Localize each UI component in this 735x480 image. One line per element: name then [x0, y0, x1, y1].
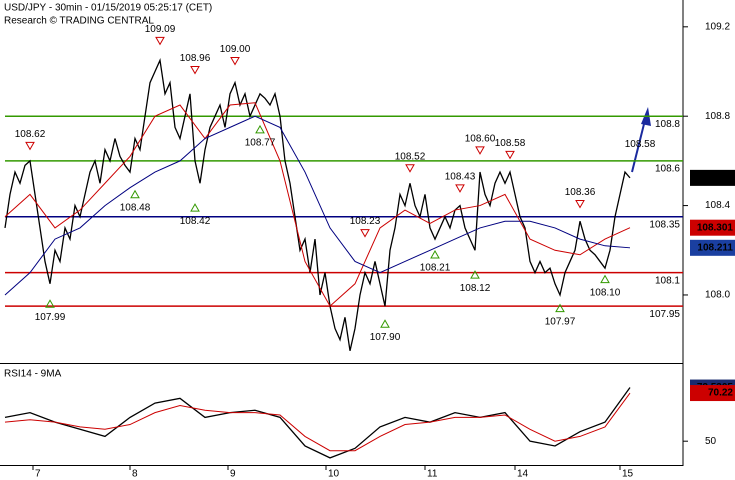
chart-subtitle: Research © TRADING CENTRAL — [4, 16, 154, 27]
high-marker — [455, 184, 465, 193]
high-label: 108.52 — [395, 151, 426, 162]
high-marker — [25, 141, 35, 151]
series-line — [4, 387, 631, 459]
series-line — [4, 392, 631, 452]
high-marker — [575, 200, 585, 209]
series-line — [4, 102, 631, 307]
last-value-label: 70.22 — [708, 388, 733, 399]
low-label: 108.42 — [180, 216, 211, 227]
high-label: 109.00 — [220, 44, 251, 55]
low-marker — [380, 319, 390, 328]
last-value-box — [690, 219, 735, 236]
x-tick-label: 15 — [622, 469, 634, 480]
y-tick-label: 108.4 — [705, 200, 730, 211]
low-marker — [45, 299, 55, 308]
x-tick-label: 9 — [230, 469, 236, 480]
low-marker — [190, 203, 200, 212]
level-label: 108.35 — [649, 219, 680, 230]
rsi-title: RSI14 - 9MA — [4, 369, 62, 380]
high-label: 108.96 — [180, 53, 211, 64]
low-marker — [470, 270, 480, 279]
high-marker — [475, 146, 485, 155]
y-tick-label: 108.8 — [705, 111, 730, 122]
level-label: 108.6 — [655, 164, 680, 175]
high-label: 108.36 — [565, 187, 596, 198]
series-line — [4, 58, 631, 351]
high-marker — [360, 229, 370, 238]
low-marker — [555, 303, 565, 313]
level-label: 108.8 — [655, 119, 680, 130]
high-label: 108.23 — [350, 216, 381, 227]
last-value-box — [690, 169, 735, 186]
high-marker — [230, 57, 240, 66]
low-marker — [600, 274, 610, 284]
level-label: 108.1 — [655, 275, 680, 286]
high-label: 108.62 — [15, 129, 46, 140]
high-marker — [405, 164, 415, 173]
chart-title: USD/JPY - 30min - 01/15/2019 05:25:17 (C… — [4, 3, 212, 14]
low-label: 108.21 — [420, 263, 451, 274]
last-value-label: 108.524 — [697, 173, 734, 184]
low-marker — [130, 189, 140, 199]
last-value-box — [690, 239, 735, 256]
low-label: 108.77 — [245, 138, 276, 149]
low-label: 108.48 — [120, 202, 151, 213]
series-line — [4, 115, 631, 296]
high-marker — [190, 65, 200, 75]
low-label: 108.12 — [460, 283, 491, 294]
y-tick-label: 109.2 — [705, 21, 730, 32]
low-label: 107.99 — [35, 312, 66, 323]
high-label: 108.43 — [445, 172, 476, 183]
high-marker — [155, 36, 165, 46]
low-marker — [255, 124, 265, 134]
x-tick-label: 8 — [132, 469, 138, 480]
low-label: 107.90 — [370, 332, 401, 343]
low-label: 108.10 — [590, 287, 621, 298]
high-label: 109.09 — [145, 24, 176, 35]
low-label: 107.97 — [545, 316, 576, 327]
level-label: 107.95 — [649, 309, 680, 320]
high-marker — [505, 150, 515, 160]
last-value-label: 108.301 — [697, 222, 734, 233]
low-marker — [430, 250, 440, 259]
x-tick-label: 7 — [35, 469, 41, 480]
y-tick-label: 108.0 — [705, 290, 730, 301]
high-label: 108.60 — [465, 134, 496, 145]
target-label: 108.58 — [625, 139, 656, 150]
x-tick-label: 11 — [427, 469, 438, 480]
last-value-box — [690, 385, 735, 402]
x-tick-label: 14 — [517, 469, 529, 480]
last-value-label: 108.211 — [697, 242, 733, 253]
x-tick-label: 10 — [328, 469, 340, 480]
y-tick-label: 50 — [705, 436, 717, 447]
high-label: 108.58 — [495, 138, 526, 149]
